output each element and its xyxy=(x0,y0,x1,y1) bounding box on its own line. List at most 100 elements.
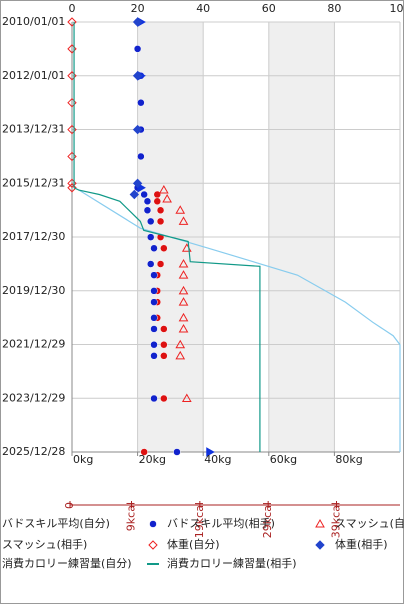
point xyxy=(132,124,143,135)
x2-tick-label: 0kg xyxy=(73,453,93,466)
kcal-tick-label: 29kcal xyxy=(261,502,274,538)
legend-label: 体重(相手) xyxy=(335,537,388,551)
y-tick-label: 2013/12/31 xyxy=(2,123,65,136)
point xyxy=(160,325,168,333)
x-tick-label: 40 xyxy=(196,2,210,15)
legend-swatch xyxy=(149,520,157,528)
y-tick-label: 2025/12/28 xyxy=(2,445,65,458)
point xyxy=(160,352,168,360)
point xyxy=(156,260,165,268)
point xyxy=(132,71,143,81)
point xyxy=(178,270,189,279)
point xyxy=(67,71,77,81)
point xyxy=(158,185,169,194)
point xyxy=(146,217,155,226)
point xyxy=(206,447,215,457)
point xyxy=(67,124,77,135)
point xyxy=(137,98,145,107)
x-tick-label: 100 xyxy=(390,2,404,15)
legend-label: 消費カロリー練習量(自分) xyxy=(2,556,132,570)
y-tick-label: 2017/12/30 xyxy=(2,230,65,243)
legend-swatch xyxy=(315,540,325,550)
point xyxy=(160,394,168,403)
x2-tick-label: 60kg xyxy=(270,453,297,466)
point xyxy=(173,448,181,456)
point xyxy=(67,97,77,108)
point xyxy=(150,325,158,333)
legend-label: バドスキル平均(相手) xyxy=(167,516,275,530)
point xyxy=(132,178,143,189)
point xyxy=(150,298,158,306)
y-tick-label: 2010/01/01 xyxy=(2,15,65,28)
point xyxy=(181,393,192,402)
point xyxy=(178,285,189,295)
point xyxy=(67,178,77,189)
point xyxy=(150,287,158,295)
point xyxy=(178,259,189,268)
point xyxy=(133,45,142,53)
legend-swatch xyxy=(315,518,325,528)
y-tick-label: 2012/01/01 xyxy=(2,69,65,82)
point xyxy=(67,17,77,27)
point xyxy=(67,183,77,193)
point xyxy=(140,448,148,456)
line xyxy=(73,22,261,452)
point xyxy=(150,340,158,349)
point xyxy=(160,244,168,253)
point xyxy=(146,233,155,241)
kcal-tick-label: 19kcal xyxy=(193,502,206,538)
y-tick-label: 2021/12/29 xyxy=(2,338,65,351)
legend-label: スマッシュ(相手) xyxy=(2,537,87,551)
legend-label: 消費カロリー練習量(相手) xyxy=(167,556,297,570)
x-tick-label: 80 xyxy=(327,2,341,15)
point xyxy=(146,260,155,268)
point xyxy=(153,197,162,206)
point xyxy=(156,217,165,226)
point xyxy=(175,339,186,349)
grid xyxy=(69,21,401,508)
point xyxy=(175,205,186,214)
point xyxy=(160,340,168,349)
point xyxy=(137,152,145,161)
x2-tick-label: 40kg xyxy=(204,453,231,466)
point xyxy=(143,197,152,206)
legend-label: 体重(自分) xyxy=(167,537,220,551)
point xyxy=(150,271,158,279)
x2-tick-label: 80kg xyxy=(335,453,362,466)
legend-label: バドスキル平均(自分) xyxy=(2,517,110,530)
x2-tick-label: 20kg xyxy=(139,453,166,466)
labels: 0 20 40 60 80 100 0kg 20kg 40kg 60kg 80kg 2010/01/0… xyxy=(2,2,404,570)
point xyxy=(178,312,189,322)
y-tick-label: 2015/12/31 xyxy=(2,176,65,189)
x-tick-label: 0 xyxy=(69,2,76,15)
x-tick-label: 60 xyxy=(262,2,276,15)
point xyxy=(150,352,158,360)
point xyxy=(178,323,189,333)
point xyxy=(132,17,143,27)
point xyxy=(153,190,162,199)
kcal-tick-label: 39kcal xyxy=(330,502,343,538)
legend-label: スマッシュ(自分) xyxy=(335,517,404,530)
kcal-tick-label: 9kcal xyxy=(125,502,138,531)
point xyxy=(67,44,77,54)
y-tick-label: 2019/12/30 xyxy=(2,284,65,297)
kcal-tick-label: 0 xyxy=(63,502,76,509)
y-tick-label: 2023/12/29 xyxy=(2,391,65,404)
marks xyxy=(67,17,401,457)
point xyxy=(162,193,172,203)
point xyxy=(156,206,165,215)
point xyxy=(178,297,189,306)
point xyxy=(67,151,77,162)
point xyxy=(143,206,152,215)
legend-swatch xyxy=(148,540,158,550)
point xyxy=(150,314,158,322)
point xyxy=(129,189,140,200)
point xyxy=(150,244,158,253)
x-tick-label: 20 xyxy=(131,2,145,15)
point xyxy=(140,190,148,199)
point xyxy=(175,350,186,360)
point xyxy=(178,216,189,225)
point xyxy=(150,394,158,403)
